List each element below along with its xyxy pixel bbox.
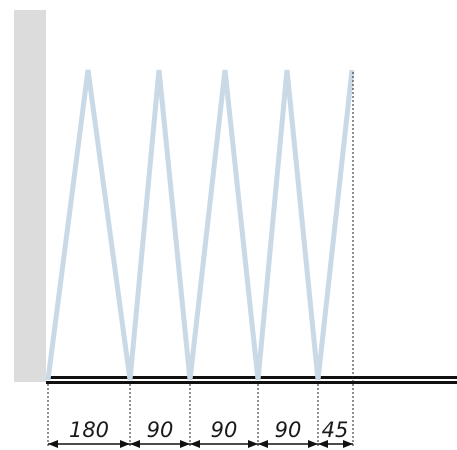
arrowhead — [180, 440, 190, 448]
extension-lines — [47, 384, 319, 448]
arrowhead — [258, 440, 268, 448]
arrowhead — [343, 440, 353, 448]
arrowhead — [190, 440, 200, 448]
dimension-label-1: 180 — [69, 418, 109, 442]
ground-line — [46, 376, 457, 384]
dimension-label-3: 90 — [211, 418, 238, 442]
arrowhead — [248, 440, 258, 448]
dimension-label-2: 90 — [147, 418, 174, 442]
arrowhead — [120, 440, 130, 448]
dimension-label-5: 45 — [322, 418, 349, 442]
arrowhead — [130, 440, 140, 448]
dimension-label-4: 90 — [275, 418, 302, 442]
zigzag-pattern — [45, 69, 355, 381]
dimension-arrows — [48, 440, 353, 448]
wall-block — [14, 10, 46, 382]
arrowhead — [318, 440, 328, 448]
arrowhead — [48, 440, 58, 448]
arrowhead — [308, 440, 318, 448]
